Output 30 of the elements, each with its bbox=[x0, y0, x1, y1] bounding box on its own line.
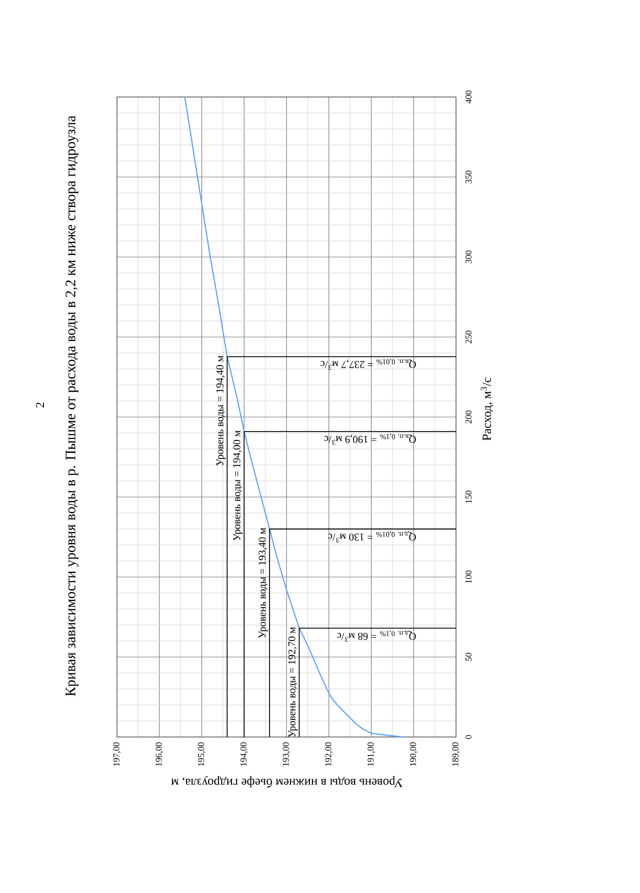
y-tick-label: 100 bbox=[466, 570, 472, 583]
y-tick-label: 200 bbox=[466, 410, 472, 424]
x-tick-label: 195,00 bbox=[198, 742, 206, 766]
ref-line-label: Уровень воды = 193,40 м bbox=[258, 528, 268, 638]
y-tick-label: 0 bbox=[466, 735, 472, 739]
ref-line-label: Уровень воды = 194,40 м bbox=[216, 356, 226, 466]
y-tick-label: 350 bbox=[466, 170, 472, 184]
y-tick-label: 50 bbox=[466, 652, 472, 661]
ref-line-label: Q$_{д.п. 0,1%}$ = 68 м$^{3}$/с bbox=[337, 630, 416, 642]
text: Кривая зависимости уровня воды в р. Пышме от расхода воды в 2,2 км ниже створа гидроузла bbox=[66, 116, 78, 696]
x-tick-label: 192,00 bbox=[325, 742, 333, 766]
ref-line-label: Уровень воды = 192,70 м bbox=[288, 627, 298, 738]
y-tick-label: 400 bbox=[466, 90, 472, 104]
x-axis-title: Уровень воды в нижнем бьефе гидроузла, м bbox=[171, 776, 403, 788]
x-tick-label: 193,00 bbox=[282, 742, 290, 766]
x-tick-label: 194,00 bbox=[240, 742, 248, 766]
text: 2 bbox=[36, 402, 44, 408]
y-tick-label: 300 bbox=[466, 250, 472, 264]
ref-line-label: Q$_{в.п. 0,01%}$ = 237,7 м$^{3}$/с bbox=[320, 358, 416, 370]
ref-line-label: Q$_{д.п. 0,01%}$ = 130 м$^{3}$/с bbox=[328, 530, 416, 543]
x-tick-label: 196,00 bbox=[156, 742, 164, 766]
y-tick-label: 150 bbox=[466, 490, 472, 503]
x-tick-label: 191,00 bbox=[368, 742, 375, 766]
ref-line-label: Уровень воды = 194,00 м bbox=[233, 430, 242, 541]
y-axis-title: Расход, м$^{3}$/с bbox=[480, 378, 494, 440]
x-tick-label: 197,00 bbox=[113, 742, 121, 766]
ref-line-label: Q$_{в.п. 0,1%}$ = 190,9 м$^{3}$/с bbox=[324, 433, 416, 445]
y-tick-label: 250 bbox=[466, 330, 472, 344]
x-tick-label: 189,00 bbox=[452, 742, 460, 766]
x-tick-label: 190,00 bbox=[410, 742, 418, 766]
